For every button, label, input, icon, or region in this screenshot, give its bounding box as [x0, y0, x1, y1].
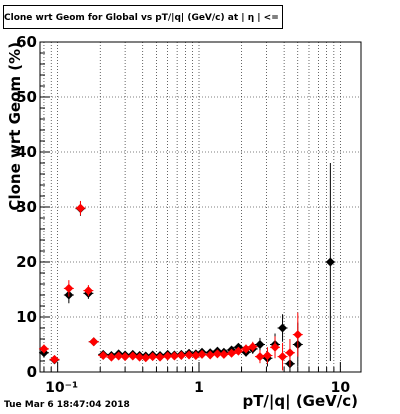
x-tick-label: 10	[331, 380, 351, 396]
data-point	[120, 352, 130, 362]
data-point	[128, 351, 138, 361]
data-point	[270, 342, 280, 352]
data-point	[89, 337, 99, 347]
data-point	[163, 351, 173, 361]
data-point	[219, 349, 229, 359]
data-point	[75, 203, 85, 213]
y-tick-label: 0	[27, 363, 37, 381]
y-tick-label: 50	[16, 88, 37, 106]
data-point	[285, 348, 295, 358]
y-tick-label: 60	[16, 33, 37, 51]
data-point	[212, 349, 222, 359]
x-tick-label: 1	[194, 380, 204, 396]
data-point	[233, 346, 243, 356]
x-axis-label: pT/|q| (GeV/c)	[242, 392, 358, 411]
data-point	[114, 351, 124, 361]
y-tick-label: 30	[16, 198, 37, 216]
data-point	[135, 352, 145, 362]
data-point	[141, 353, 151, 363]
data-point	[191, 351, 201, 360]
data-point	[325, 257, 335, 267]
data-point	[39, 344, 49, 354]
data-point	[155, 352, 165, 362]
chart-title: Clone wrt Geom for Global vs pT/|q| (GeV…	[3, 5, 283, 29]
data-point	[176, 351, 186, 360]
data-point	[106, 352, 116, 362]
series-black	[38, 163, 336, 372]
y-axis-label: Clone wrt Geom (%)	[6, 42, 24, 211]
data-point	[293, 330, 303, 340]
x-tick-label: 10⁻¹	[45, 380, 78, 396]
data-point	[248, 342, 258, 352]
data-point	[262, 351, 272, 360]
data-point	[197, 349, 207, 359]
data-point	[184, 350, 194, 360]
data-point	[278, 323, 288, 333]
y-tick-label: 10	[16, 308, 37, 326]
data-point	[255, 352, 265, 362]
grid-lines	[40, 42, 361, 372]
series-red	[38, 200, 303, 371]
data-point	[278, 352, 288, 362]
data-point	[64, 283, 74, 293]
y-tick-label: 40	[16, 143, 37, 161]
data-point	[205, 350, 215, 360]
timestamp: Tue Mar 6 18:47:04 2018	[4, 400, 130, 410]
y-tick-label: 20	[16, 253, 37, 271]
data-series	[38, 163, 336, 372]
axis-ticks: 0 10 20 30 40 50 60 10⁻¹ 1 10	[16, 33, 350, 396]
data-point	[50, 354, 60, 364]
data-point	[255, 340, 265, 349]
data-point	[169, 351, 179, 361]
data-point	[83, 286, 93, 296]
data-point	[148, 352, 158, 362]
data-point	[98, 351, 108, 360]
